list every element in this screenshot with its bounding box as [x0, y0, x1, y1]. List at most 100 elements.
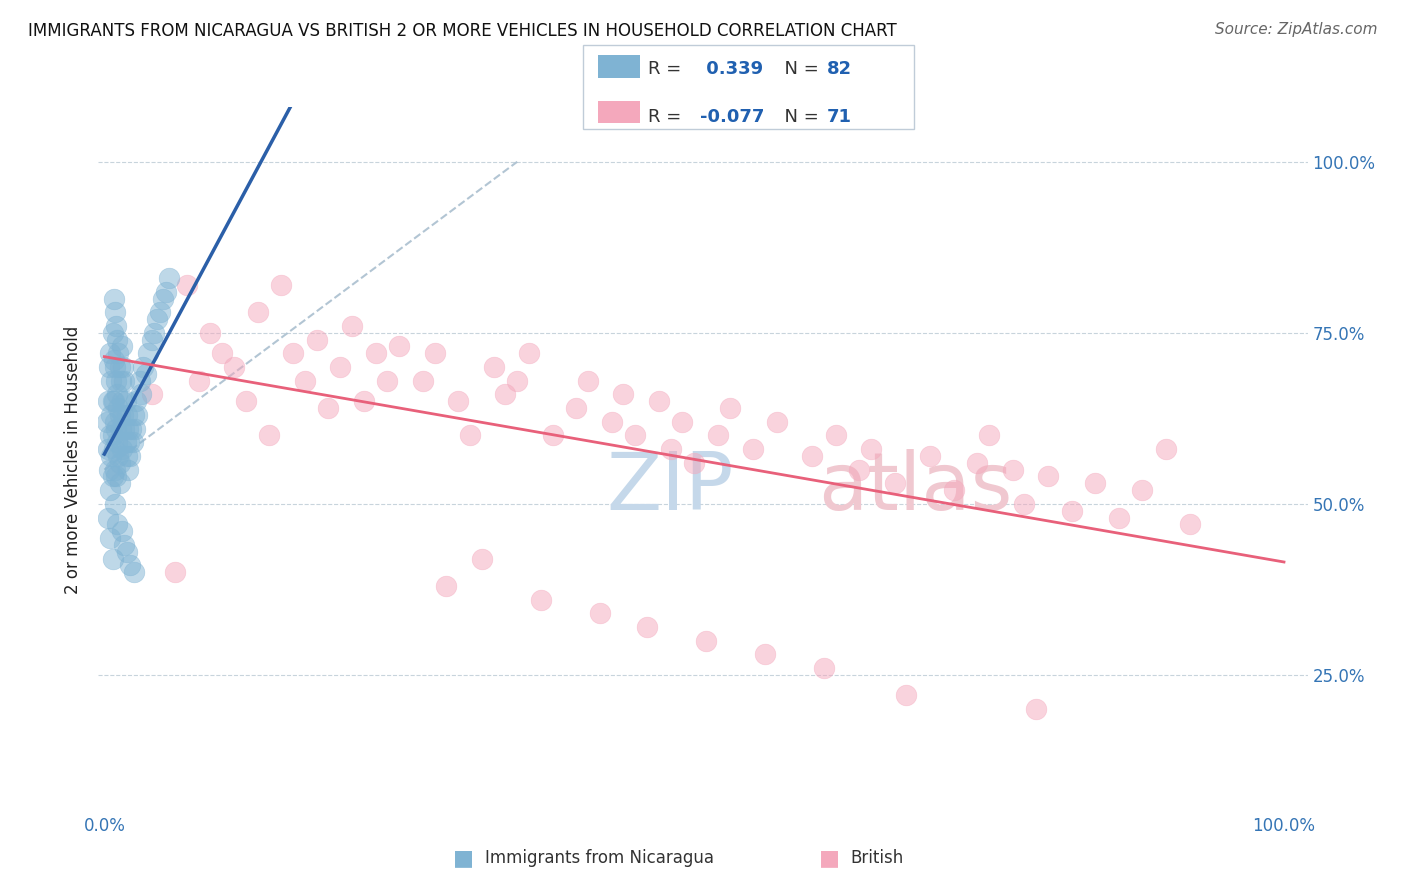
Point	[612, 387, 634, 401]
Point	[530, 592, 553, 607]
Point	[103, 353, 125, 368]
Point	[388, 339, 411, 353]
Point	[200, 326, 222, 340]
Point	[1132, 483, 1154, 498]
Point	[235, 394, 257, 409]
Point	[920, 449, 942, 463]
Point	[659, 442, 682, 456]
Point	[105, 421, 128, 435]
Point	[364, 346, 387, 360]
Text: IMMIGRANTS FROM NICARAGUA VS BRITISH 2 OR MORE VEHICLES IN HOUSEHOLD CORRELATION: IMMIGRANTS FROM NICARAGUA VS BRITISH 2 O…	[28, 22, 897, 40]
Point	[600, 415, 623, 429]
Point	[104, 305, 127, 319]
Point	[111, 394, 134, 409]
Text: British: British	[851, 849, 904, 867]
Point	[103, 442, 125, 456]
Point	[112, 421, 135, 435]
Point	[98, 483, 121, 498]
Point	[813, 661, 835, 675]
Text: 0.339: 0.339	[700, 60, 763, 78]
Point	[112, 538, 135, 552]
Point	[1001, 463, 1024, 477]
Text: N =: N =	[773, 108, 825, 126]
Point	[482, 359, 505, 374]
Point	[105, 333, 128, 347]
Point	[120, 558, 142, 573]
Point	[506, 374, 529, 388]
Text: atlas: atlas	[818, 449, 1012, 526]
Point	[353, 394, 375, 409]
Point	[1108, 510, 1130, 524]
Point	[100, 374, 122, 388]
Point	[127, 408, 149, 422]
Point	[742, 442, 765, 456]
Point	[118, 435, 141, 450]
Point	[146, 312, 169, 326]
Point	[105, 435, 128, 450]
Point	[115, 408, 138, 422]
Point	[115, 545, 138, 559]
Point	[471, 551, 494, 566]
Point	[1084, 476, 1107, 491]
Point	[120, 421, 142, 435]
Point	[114, 394, 136, 409]
Point	[135, 367, 157, 381]
Point	[100, 449, 122, 463]
Point	[671, 415, 693, 429]
Point	[141, 387, 163, 401]
Point	[122, 408, 145, 422]
Point	[1014, 497, 1036, 511]
Point	[111, 524, 134, 539]
Point	[765, 415, 787, 429]
Point	[104, 497, 127, 511]
Point	[896, 689, 918, 703]
Point	[142, 326, 165, 340]
Text: Source: ZipAtlas.com: Source: ZipAtlas.com	[1215, 22, 1378, 37]
Point	[270, 277, 292, 292]
Text: ZIP: ZIP	[606, 449, 734, 526]
Point	[1178, 517, 1201, 532]
Point	[121, 435, 143, 450]
Point	[152, 292, 174, 306]
Point	[1060, 504, 1083, 518]
Point	[883, 476, 905, 491]
Point	[718, 401, 741, 415]
Point	[112, 374, 135, 388]
Text: ■: ■	[454, 848, 474, 868]
Point	[259, 428, 281, 442]
Point	[1025, 702, 1047, 716]
Point	[155, 285, 177, 299]
Point	[108, 456, 131, 470]
Point	[222, 359, 245, 374]
Point	[636, 620, 658, 634]
Text: Immigrants from Nicaragua: Immigrants from Nicaragua	[485, 849, 714, 867]
Point	[129, 387, 152, 401]
Point	[110, 421, 132, 435]
Point	[105, 469, 128, 483]
Point	[706, 428, 728, 442]
Point	[149, 305, 172, 319]
Point	[447, 394, 470, 409]
Point	[105, 374, 128, 388]
Text: -0.077: -0.077	[700, 108, 765, 126]
Point	[541, 428, 564, 442]
Text: R =: R =	[648, 60, 688, 78]
Point	[112, 408, 135, 422]
Point	[117, 463, 139, 477]
Point	[377, 374, 399, 388]
Point	[103, 292, 125, 306]
Point	[458, 428, 481, 442]
Point	[107, 449, 129, 463]
Point	[565, 401, 588, 415]
Point	[340, 318, 363, 333]
Point	[246, 305, 269, 319]
Point	[108, 359, 131, 374]
Point	[105, 517, 128, 532]
Point	[1154, 442, 1177, 456]
Point	[108, 408, 131, 422]
Point	[105, 387, 128, 401]
Point	[695, 633, 717, 648]
Point	[494, 387, 516, 401]
Point	[801, 449, 824, 463]
Point	[104, 359, 127, 374]
